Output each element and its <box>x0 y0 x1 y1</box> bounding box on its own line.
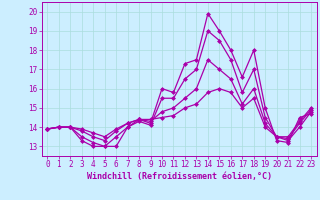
X-axis label: Windchill (Refroidissement éolien,°C): Windchill (Refroidissement éolien,°C) <box>87 172 272 181</box>
